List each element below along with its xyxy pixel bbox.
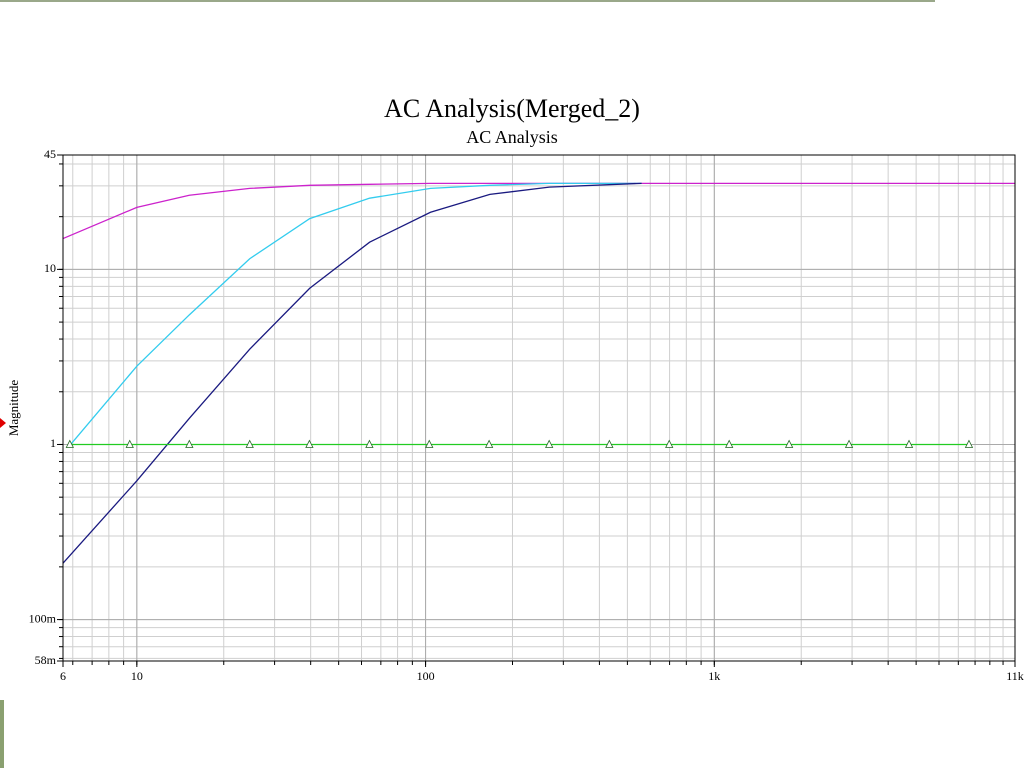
- chart-title: AC Analysis(Merged_2): [384, 94, 640, 123]
- marker: [784, 439, 794, 448]
- marker: [185, 439, 194, 448]
- series-line: [62, 182, 642, 564]
- cursor-marker: [0, 418, 6, 428]
- window-edge: [0, 700, 4, 768]
- series-line: [62, 182, 1015, 240]
- y-tick-label: 1: [50, 436, 56, 450]
- series-line: [70, 182, 642, 445]
- marker: [964, 439, 974, 448]
- marker: [65, 439, 74, 448]
- chart-subtitle: AC Analysis: [466, 127, 558, 147]
- marker: [725, 439, 734, 448]
- x-tick-label: 11k: [1006, 669, 1024, 683]
- plot-frame: [62, 154, 1016, 662]
- y-tick-label: 58m: [35, 653, 57, 667]
- marker: [904, 439, 914, 448]
- marker: [365, 439, 374, 448]
- plot: [62, 182, 1015, 564]
- y-tick-label: 100m: [29, 611, 57, 625]
- x-tick-label: 6: [60, 669, 66, 683]
- marker: [245, 439, 254, 448]
- y-axis-label: Magnitude: [6, 380, 21, 437]
- marker: [665, 439, 674, 448]
- marker: [425, 439, 434, 448]
- marker: [545, 439, 554, 448]
- marker: [605, 439, 614, 448]
- marker: [305, 439, 314, 448]
- x-tick-label: 1k: [708, 669, 720, 683]
- y-tick-label: 10: [44, 261, 56, 275]
- y-tick-label: 45: [44, 147, 56, 161]
- marker: [484, 439, 494, 448]
- marker: [125, 439, 134, 448]
- window-edge: [0, 0, 935, 2]
- marker: [844, 439, 854, 448]
- x-tick-label: 10: [131, 669, 143, 683]
- x-tick-label: 100: [417, 669, 435, 683]
